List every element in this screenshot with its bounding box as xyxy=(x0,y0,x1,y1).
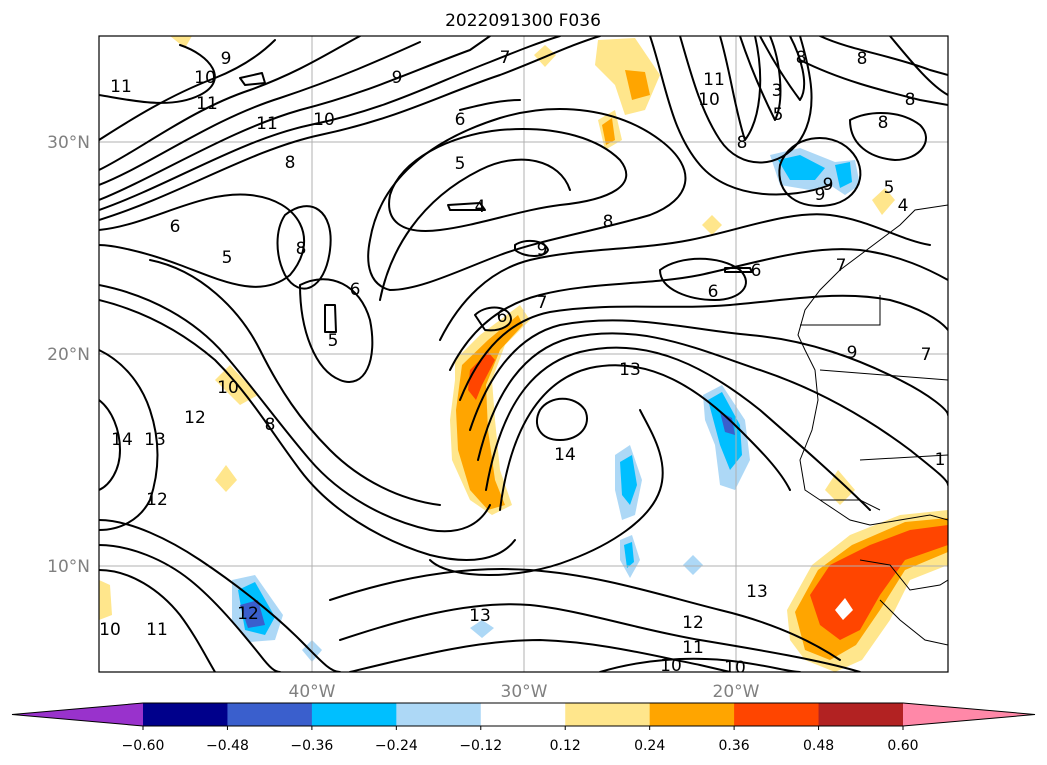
lat-labels: 30°N 20°N 10°N xyxy=(47,133,90,577)
contour-label: 11 xyxy=(682,638,704,658)
colorbar-bin xyxy=(818,703,904,726)
contour-label: 11 xyxy=(256,114,278,134)
contour-label: 13 xyxy=(469,606,491,626)
contour-label: 11 xyxy=(196,94,218,114)
contour-label: 7 xyxy=(921,345,932,365)
contour-label: 14 xyxy=(111,430,133,450)
contour-label: 10 xyxy=(194,68,216,88)
contour-label: 12 xyxy=(237,604,259,624)
contour-label: 12 xyxy=(146,490,168,510)
contour-label: 6 xyxy=(497,307,508,327)
contour-label: 9 xyxy=(815,185,826,205)
colorbar-bin xyxy=(396,703,482,726)
map-frame xyxy=(98,35,949,673)
contour-label: 8 xyxy=(905,90,916,110)
colorbar-tick-label: −0.36 xyxy=(290,738,333,754)
contour-label: 11 xyxy=(146,620,168,640)
colorbar-bin xyxy=(565,703,651,726)
contour-label: 9 xyxy=(392,68,403,88)
contour-label: 8 xyxy=(285,153,296,173)
lat-label: 10°N xyxy=(47,557,90,577)
contour-label: 9 xyxy=(221,49,232,69)
contour-label: 6 xyxy=(708,282,719,302)
contour-label: 11 xyxy=(703,70,725,90)
contour-label: 1 xyxy=(935,450,946,470)
contour-label: 8 xyxy=(737,133,748,153)
shading-cool xyxy=(232,148,860,662)
colorbar-tick-label: −0.12 xyxy=(459,738,502,754)
contour-label: 6 xyxy=(751,261,762,281)
map-panel: 9 10 11 11 11 10 7 9 6 5 4 6 5 8 8 6 5 8… xyxy=(99,36,948,678)
lon-label: 30°W xyxy=(501,682,548,702)
colorbar: −0.60 −0.48 −0.36 −0.24 −0.12 0.12 0.24 0.36 0.4… xyxy=(11,702,1036,754)
contour-label: 5 xyxy=(328,331,339,351)
colorbar-tick-label: −0.24 xyxy=(375,738,418,754)
contour-label: 13 xyxy=(144,430,166,450)
contour-label: 11 xyxy=(110,77,132,97)
contour-label: 12 xyxy=(184,408,206,428)
contour-label: 9 xyxy=(537,240,548,260)
colorbar-bin xyxy=(480,703,566,726)
colorbar-bin xyxy=(227,703,313,726)
contour-label: 9 xyxy=(823,175,834,195)
colorbar-tick-label: −0.48 xyxy=(206,738,249,754)
contour-label: 8 xyxy=(296,239,307,259)
contour-label: 6 xyxy=(170,217,181,237)
contour-label-group: 9 10 11 11 11 10 7 9 6 5 4 6 5 8 8 6 5 8… xyxy=(99,48,946,678)
contour-label: 8 xyxy=(265,415,276,435)
contour-label: 14 xyxy=(554,445,576,465)
contour-label: 12 xyxy=(682,613,704,633)
contour-label: 8 xyxy=(878,113,889,133)
contour-label: 7 xyxy=(500,48,511,68)
colorbar-extend-max xyxy=(903,703,1035,726)
contour-label: 5 xyxy=(773,105,784,125)
contour-label: 4 xyxy=(898,196,909,216)
contour-label: 6 xyxy=(455,110,466,130)
colorbar-bin xyxy=(311,703,397,726)
contour-label: 3 xyxy=(772,81,783,101)
colorbar-extend-min xyxy=(12,703,143,726)
colorbar-bin xyxy=(734,703,820,726)
colorbar-tick-label: 0.48 xyxy=(803,738,834,754)
colorbar-tick-label: −0.60 xyxy=(122,738,165,754)
colorbar-tick-label: 0.12 xyxy=(550,738,581,754)
contour-lines xyxy=(99,36,948,672)
lon-labels: 40°W 30°W 20°W xyxy=(289,682,760,702)
shading-warm xyxy=(99,36,948,672)
contour-label: 13 xyxy=(746,582,768,602)
figure-title: 2022091300 F036 xyxy=(445,11,601,31)
contour-label: 10 xyxy=(724,658,746,678)
contour-label: 10 xyxy=(698,90,720,110)
lat-label: 20°N xyxy=(47,345,90,365)
contour-label: 10 xyxy=(99,620,121,640)
contour-label: 13 xyxy=(619,360,641,380)
colorbar-tick-label: 0.24 xyxy=(634,738,665,754)
lat-label: 30°N xyxy=(47,133,90,153)
contour-label: 7 xyxy=(836,256,847,276)
contour-label: 8 xyxy=(857,49,868,69)
contour-label: 9 xyxy=(847,343,858,363)
contour-label: 10 xyxy=(217,378,239,398)
contour-label: 10 xyxy=(313,110,335,130)
contour-label: 8 xyxy=(796,48,807,68)
colorbar-tick-label: 0.36 xyxy=(719,738,750,754)
contour-label: 6 xyxy=(350,280,361,300)
contour-label: 7 xyxy=(537,293,548,313)
contour-label: 4 xyxy=(475,197,486,217)
contour-label: 10 xyxy=(660,656,682,676)
lon-label: 40°W xyxy=(289,682,336,702)
lon-label: 20°W xyxy=(713,682,760,702)
colorbar-tick-label: 0.60 xyxy=(887,738,918,754)
colorbar-bin xyxy=(143,703,228,726)
contour-label: 5 xyxy=(222,248,233,268)
contour-label: 5 xyxy=(884,178,895,198)
contour-label: 5 xyxy=(455,154,466,174)
colorbar-bin xyxy=(649,703,735,726)
contour-label: 8 xyxy=(603,212,614,232)
